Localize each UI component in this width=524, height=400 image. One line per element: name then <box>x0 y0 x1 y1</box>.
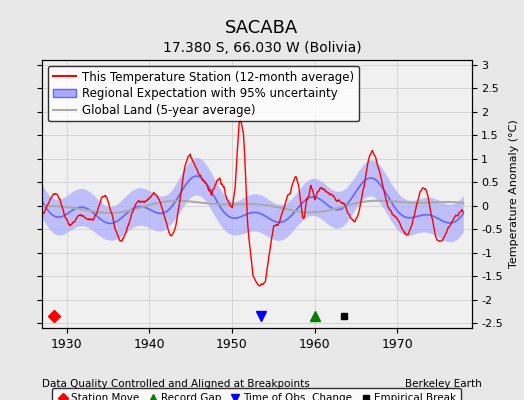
Global Land (5-year average) <box>460 201 466 206</box>
Regional Expectation with 95% uncertainty <box>107 221 113 226</box>
Line: Global Land (5-year average): Global Land (5-year average) <box>42 201 463 213</box>
Text: Berkeley Earth: Berkeley Earth <box>406 379 482 389</box>
Regional Expectation with 95% uncertainty <box>39 199 45 204</box>
Global Land (5-year average) <box>194 200 201 205</box>
Regional Expectation with 95% uncertainty <box>446 220 453 225</box>
Text: Data Quality Controlled and Aligned at Breakpoints: Data Quality Controlled and Aligned at B… <box>42 379 310 389</box>
This Temperature Station (12-month average) <box>458 208 464 213</box>
Global Land (5-year average) <box>107 210 113 215</box>
Global Land (5-year average) <box>446 200 453 204</box>
Regional Expectation with 95% uncertainty <box>193 174 200 178</box>
This Temperature Station (12-month average) <box>194 168 200 172</box>
This Temperature Station (12-month average) <box>446 224 453 228</box>
This Temperature Station (12-month average) <box>190 159 196 164</box>
This Temperature Station (12-month average) <box>256 284 263 288</box>
Regional Expectation with 95% uncertainty <box>458 214 464 219</box>
Line: This Temperature Station (12-month average): This Temperature Station (12-month avera… <box>42 119 463 286</box>
This Temperature Station (12-month average) <box>39 213 45 218</box>
Regional Expectation with 95% uncertainty <box>191 174 197 179</box>
This Temperature Station (12-month average) <box>237 117 244 122</box>
Global Land (5-year average) <box>39 204 45 208</box>
This Temperature Station (12-month average) <box>198 175 204 180</box>
Global Land (5-year average) <box>458 200 464 205</box>
Global Land (5-year average) <box>199 200 205 205</box>
Global Land (5-year average) <box>431 200 437 205</box>
Text: 17.380 S, 66.030 W (Bolivia): 17.380 S, 66.030 W (Bolivia) <box>162 41 362 55</box>
This Temperature Station (12-month average) <box>460 210 466 214</box>
Regional Expectation with 95% uncertainty <box>195 174 202 179</box>
Text: SACABA: SACABA <box>225 19 299 37</box>
This Temperature Station (12-month average) <box>431 224 437 229</box>
Regional Expectation with 95% uncertainty <box>200 177 206 182</box>
Line: Regional Expectation with 95% uncertainty: Regional Expectation with 95% uncertaint… <box>42 176 463 224</box>
Regional Expectation with 95% uncertainty <box>431 214 437 219</box>
Legend: Station Move, Record Gap, Time of Obs. Change, Empirical Break: Station Move, Record Gap, Time of Obs. C… <box>52 388 462 400</box>
Regional Expectation with 95% uncertainty <box>460 211 466 216</box>
Global Land (5-year average) <box>375 198 381 203</box>
Global Land (5-year average) <box>191 200 197 204</box>
Y-axis label: Temperature Anomaly (°C): Temperature Anomaly (°C) <box>509 120 519 268</box>
